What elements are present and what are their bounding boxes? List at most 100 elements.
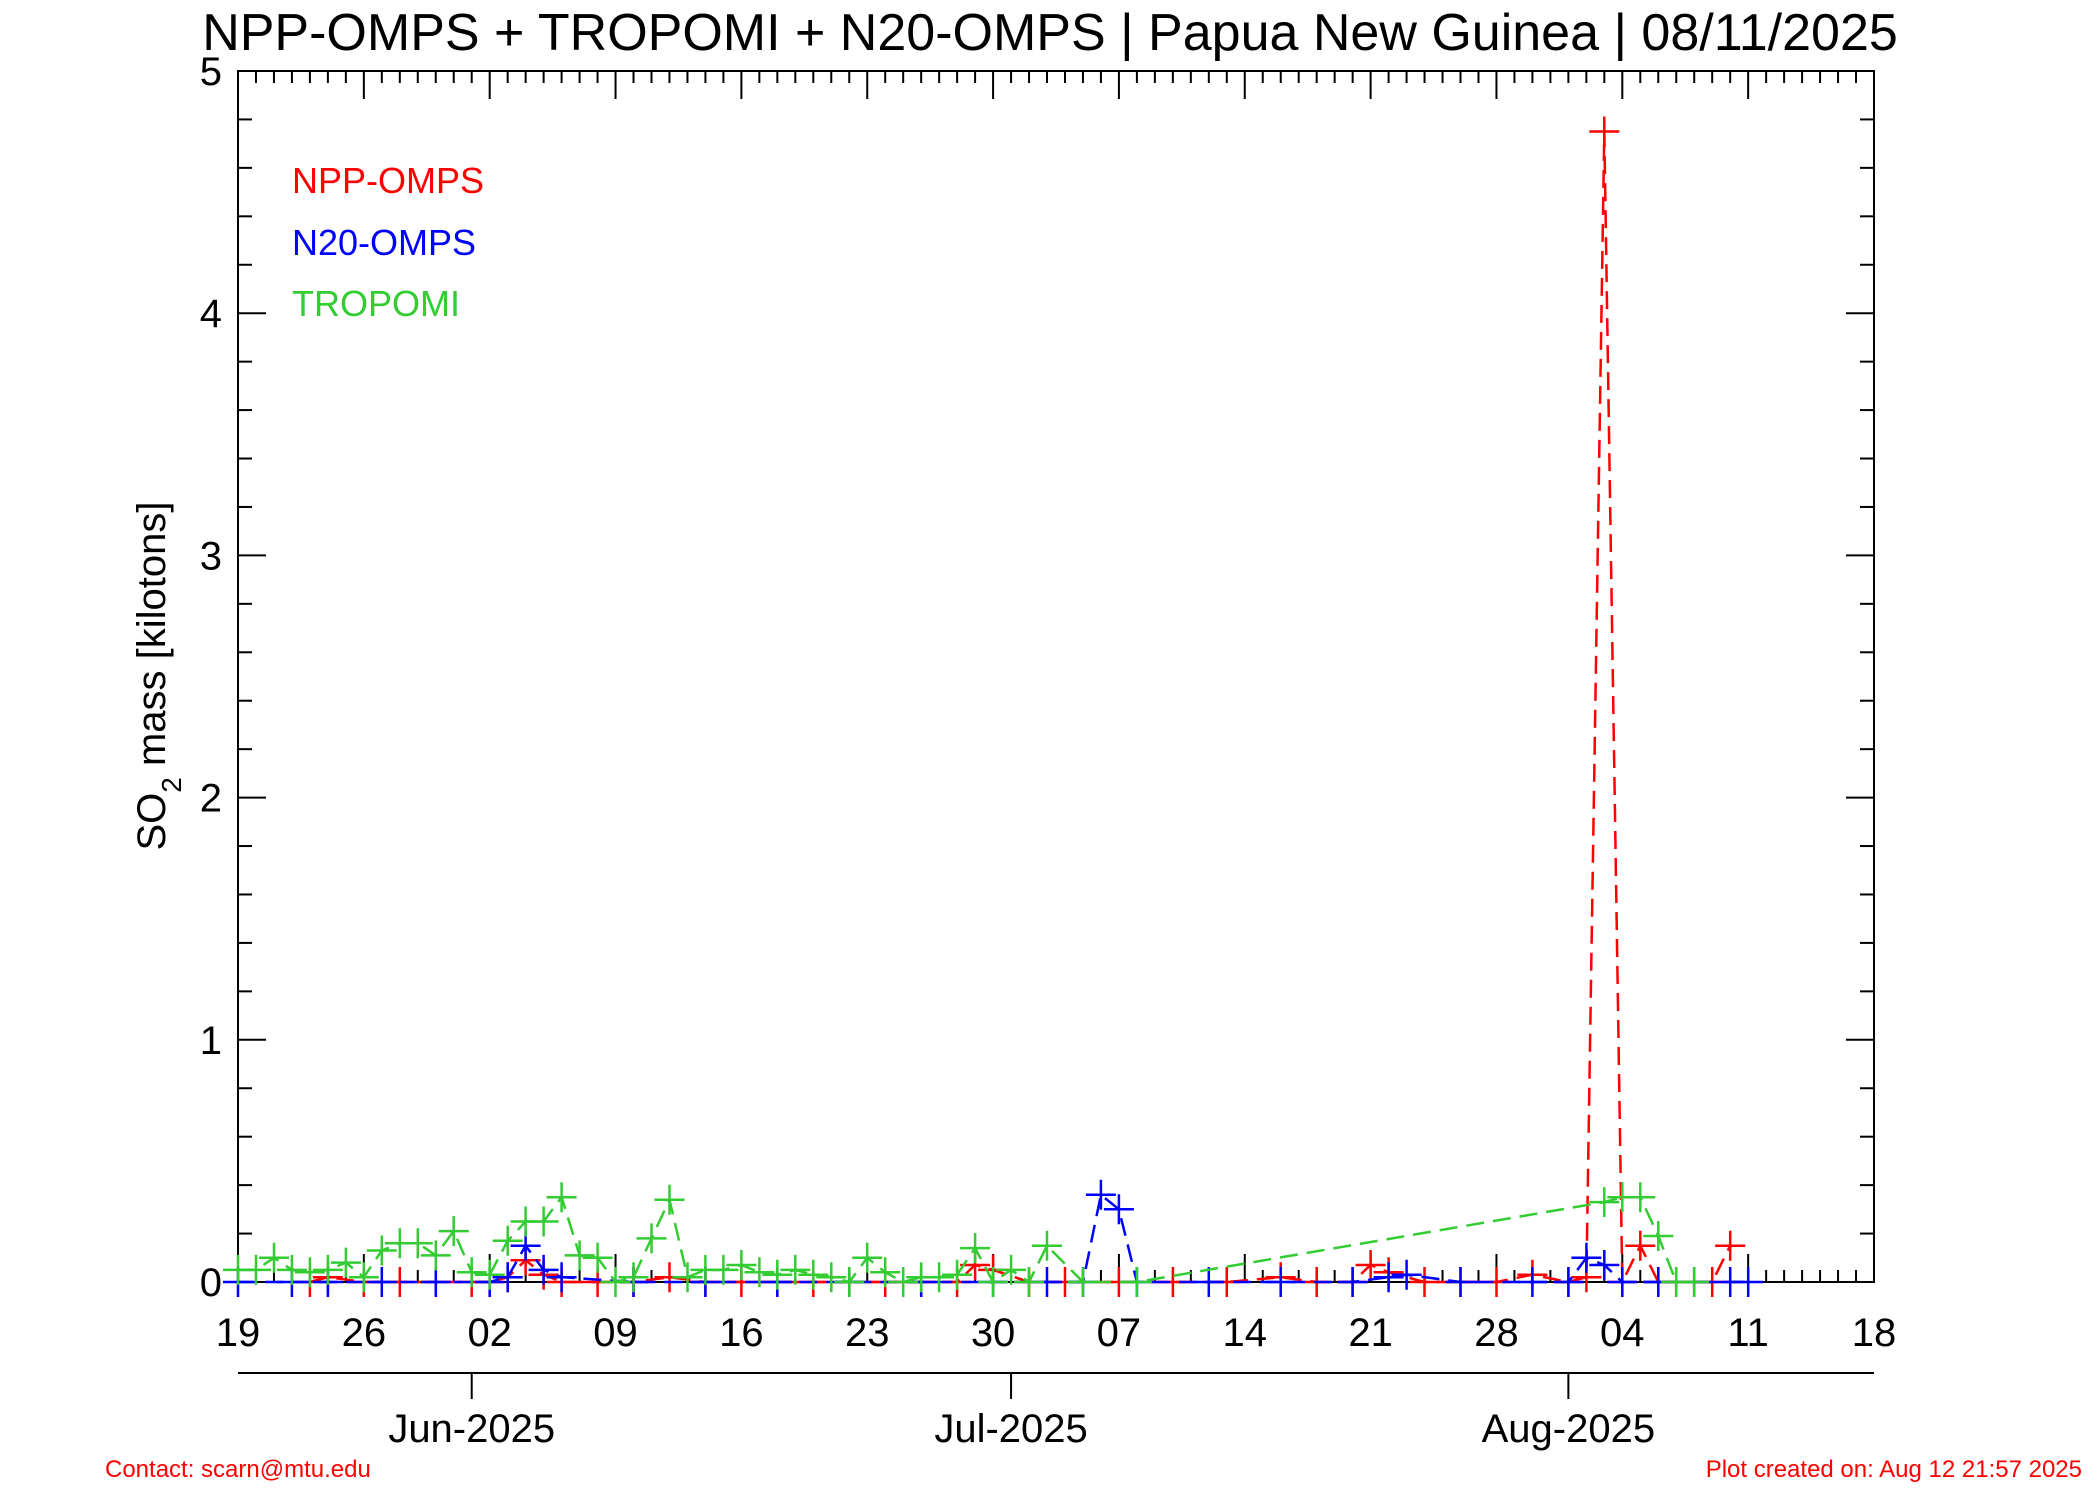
series-line-tropomi	[238, 1194, 1695, 1284]
data-point-n20-omps	[546, 1262, 577, 1293]
y-tick-label: 2	[200, 777, 222, 821]
data-point-tropomi	[636, 1223, 667, 1254]
data-point-tropomi	[1625, 1182, 1656, 1213]
x-tick-label: 16	[719, 1311, 764, 1355]
y-tick-label: 0	[200, 1261, 222, 1305]
x-tick-label: 21	[1348, 1311, 1393, 1355]
month-axis: Jun-2025 Jul-2025 Aug-2025	[238, 1372, 1874, 1451]
legend: NPP-OMPS N20-OMPS TROPOMI	[292, 160, 484, 324]
x-tick-label: 11	[1727, 1311, 1769, 1355]
y-tick-label: 4	[200, 292, 222, 336]
series-line-n20-omps	[238, 1192, 1749, 1284]
data-point-n20-omps	[1607, 1267, 1638, 1297]
legend-entry-tropomi: TROPOMI	[292, 283, 460, 324]
data-point-n20-omps	[492, 1262, 523, 1293]
data-point-tropomi	[834, 1267, 865, 1297]
plot-frame	[237, 70, 1875, 1283]
y-axis-label-sub: 2	[156, 777, 187, 793]
data-point-tropomi	[654, 1184, 685, 1215]
data-point-tropomi	[276, 1254, 307, 1285]
data-point-tropomi	[600, 1267, 631, 1297]
data-point-n20-omps	[528, 1254, 559, 1285]
data-point-n20-omps	[420, 1267, 451, 1297]
data-point-tropomi	[852, 1242, 883, 1273]
series-layer	[223, 116, 1764, 1297]
data-point-tropomi	[1068, 1267, 1098, 1297]
data-point-tropomi	[564, 1240, 595, 1271]
plot-border	[237, 70, 1875, 1283]
data-point-tropomi	[1589, 1187, 1620, 1218]
y-axis-label: SO2 mass [kilotons]	[130, 501, 187, 850]
data-point-n20-omps	[1085, 1179, 1116, 1210]
data-point-tropomi	[582, 1242, 613, 1273]
y-axis-label-rest: mass [kilotons]	[130, 501, 174, 777]
data-point-tropomi	[924, 1262, 955, 1293]
data-point-tropomi	[312, 1254, 343, 1285]
data-point-tropomi	[348, 1262, 379, 1293]
month-label: Jun-2025	[388, 1407, 555, 1451]
data-point-n20-omps	[1193, 1267, 1224, 1297]
data-point-tropomi	[726, 1250, 757, 1280]
y-axis-label-main: SO	[130, 793, 174, 851]
data-point-n20-omps	[366, 1267, 397, 1297]
x-tick-label: 23	[845, 1311, 890, 1355]
data-point-tropomi	[996, 1254, 1027, 1285]
month-label: Jul-2025	[934, 1407, 1087, 1451]
data-point-tropomi	[366, 1235, 397, 1266]
x-axis: 19 26 02 09 16 23 30 07 14 21 28 04 11 18	[216, 71, 1897, 1355]
data-point-n20-omps	[1373, 1262, 1404, 1293]
data-point-tropomi	[780, 1254, 811, 1285]
data-point-tropomi	[978, 1267, 1009, 1297]
data-point-tropomi	[672, 1262, 703, 1293]
x-tick-label: 28	[1474, 1311, 1519, 1355]
data-point-tropomi	[762, 1259, 793, 1290]
data-point-n20-omps	[1391, 1259, 1422, 1290]
x-tick-label: 02	[467, 1311, 512, 1355]
x-tick-label: 04	[1600, 1311, 1645, 1355]
data-point-tropomi	[744, 1257, 775, 1288]
data-point-tropomi	[870, 1257, 901, 1288]
data-point-n20-omps	[1445, 1267, 1476, 1297]
data-point-tropomi	[1643, 1221, 1674, 1251]
data-point-tropomi	[1014, 1267, 1044, 1297]
plot-created-footer: Plot created on: Aug 12 21:57 2025	[1706, 1456, 2082, 1483]
y-tick-label: 5	[200, 50, 222, 94]
x-tick-label: 14	[1223, 1311, 1268, 1355]
data-point-n20-omps	[1553, 1267, 1584, 1297]
data-point-tropomi	[942, 1259, 973, 1290]
data-point-tropomi	[1679, 1267, 1710, 1297]
data-point-tropomi	[546, 1182, 577, 1213]
data-point-tropomi	[1032, 1230, 1062, 1261]
data-point-n20-omps	[1589, 1250, 1620, 1280]
data-point-tropomi	[438, 1216, 469, 1247]
y-tick-label: 3	[200, 534, 222, 578]
data-point-tropomi	[330, 1247, 361, 1278]
x-tick-label: 18	[1852, 1311, 1897, 1355]
month-label: Aug-2025	[1482, 1407, 1655, 1451]
data-point-tropomi	[294, 1257, 325, 1288]
data-point-npp-omps	[1715, 1230, 1746, 1261]
data-point-tropomi	[618, 1262, 649, 1293]
data-point-tropomi	[528, 1206, 559, 1237]
legend-entry-npp-omps: NPP-OMPS	[292, 160, 484, 201]
y-tick-label: 1	[200, 1019, 222, 1063]
series-npp-omps	[294, 116, 1746, 1297]
data-point-n20-omps	[1733, 1267, 1764, 1297]
data-point-tropomi	[1121, 1267, 1152, 1297]
data-point-tropomi	[241, 1254, 271, 1285]
data-point-tropomi	[402, 1228, 433, 1259]
data-point-tropomi	[474, 1259, 505, 1290]
series-tropomi	[223, 1182, 1710, 1297]
data-point-n20-omps	[1337, 1267, 1368, 1297]
data-point-tropomi	[259, 1242, 289, 1273]
chart-title: NPP-OMPS + TROPOMI + N20-OMPS | Papua Ne…	[202, 4, 1898, 62]
data-point-n20-omps	[1103, 1194, 1134, 1225]
data-point-npp-omps	[1355, 1250, 1386, 1280]
data-point-tropomi	[960, 1233, 991, 1264]
data-point-tropomi	[708, 1254, 739, 1285]
data-point-tropomi	[798, 1259, 829, 1290]
x-tick-label: 19	[216, 1311, 261, 1355]
data-point-npp-omps	[1409, 1267, 1440, 1297]
data-point-tropomi	[816, 1262, 847, 1293]
